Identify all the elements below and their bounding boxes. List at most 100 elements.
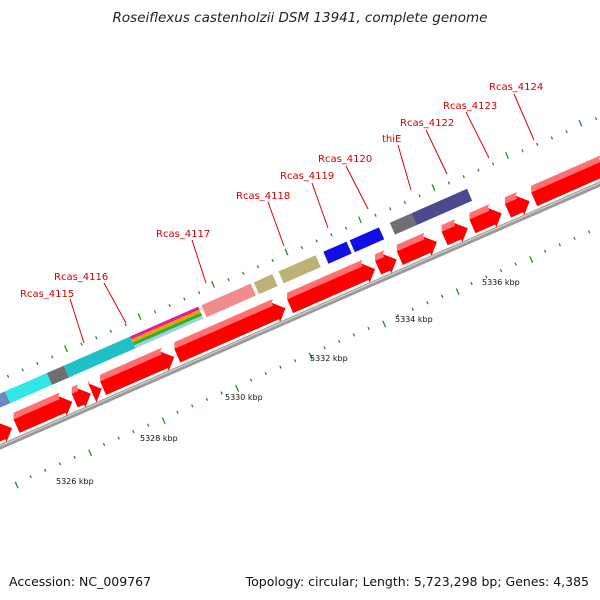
ruler-tick bbox=[293, 359, 297, 363]
ruler-tick bbox=[264, 372, 267, 376]
tick-mark bbox=[197, 290, 201, 295]
cds-arrow-highlight bbox=[88, 379, 90, 386]
ruler-tick bbox=[29, 475, 32, 479]
gene-labels: Rcas_4115 Rcas_4116 Rcas_4117 Rcas_4118 Rcas… bbox=[20, 82, 543, 344]
cog-gene-bar[interactable] bbox=[411, 188, 473, 226]
kbp-label: 5326 kbp bbox=[56, 477, 94, 486]
gene-label-rcas-4117[interactable]: Rcas_4117 bbox=[156, 229, 210, 240]
tick-mark bbox=[80, 342, 83, 346]
cog-gene-bar-highlight bbox=[0, 387, 7, 394]
kbp-label: 5328 kbp bbox=[140, 434, 178, 443]
label-leader-line bbox=[513, 93, 535, 141]
ruler-tick bbox=[117, 436, 120, 440]
cds-arrow[interactable] bbox=[88, 383, 102, 403]
kbp-label: 5334 kbp bbox=[395, 315, 433, 324]
cog-gene-bar-highlight bbox=[389, 209, 413, 223]
label-leader-line bbox=[425, 129, 448, 175]
gene-label-rcas-4115[interactable]: Rcas_4115 bbox=[20, 289, 74, 300]
ruler-tick bbox=[191, 404, 194, 408]
gene-label-rcas-4118[interactable]: Rcas_4118 bbox=[236, 191, 290, 202]
cog-gene-bar[interactable] bbox=[201, 283, 256, 318]
label-leader-line bbox=[267, 201, 285, 247]
cog-gene-bar[interactable] bbox=[63, 336, 136, 378]
ruler-tick bbox=[146, 423, 150, 427]
tick-mark bbox=[36, 361, 39, 366]
gene-label-rcas-4119[interactable]: Rcas_4119 bbox=[280, 171, 334, 182]
cds-arrow-highlight bbox=[71, 384, 79, 394]
tick-mark bbox=[256, 265, 260, 269]
cds-arrow[interactable] bbox=[0, 423, 12, 445]
cog-gene-bar[interactable] bbox=[5, 373, 52, 404]
gene-label-rcas-4122[interactable]: Rcas_4122 bbox=[400, 118, 454, 129]
tick-mark bbox=[50, 355, 54, 359]
cog-gene-bar[interactable] bbox=[253, 274, 278, 295]
cds-arrow-highlight bbox=[174, 299, 273, 349]
tick-mark bbox=[300, 245, 304, 250]
ruler-tick bbox=[73, 455, 76, 460]
tick-mark bbox=[403, 200, 407, 205]
cog-stripe bbox=[134, 315, 204, 349]
cds-arrow-highlight bbox=[375, 250, 385, 261]
cog-gene-bar[interactable] bbox=[0, 391, 11, 414]
gene-label-rcas-4124[interactable]: Rcas_4124 bbox=[489, 82, 543, 93]
genome-title: Roseiflexus castenholzii DSM 13941, comp… bbox=[112, 10, 488, 26]
tick-mark bbox=[284, 248, 289, 256]
ruler-tick bbox=[352, 333, 356, 337]
cds-arrow[interactable] bbox=[100, 351, 175, 395]
backbone-highlight bbox=[0, 182, 600, 447]
tick-mark bbox=[271, 258, 274, 262]
tick-mark bbox=[431, 184, 436, 192]
ruler-tick bbox=[161, 417, 166, 425]
ruler-tick bbox=[426, 301, 429, 305]
ruler-tick bbox=[485, 275, 488, 279]
cds-arrow[interactable] bbox=[375, 254, 397, 275]
cds-arrow[interactable] bbox=[469, 208, 502, 234]
gene-label-rcas-4123[interactable]: Rcas_4123 bbox=[443, 101, 497, 112]
cds-arrow-highlight bbox=[469, 204, 490, 220]
ruler-tick bbox=[558, 243, 561, 247]
upper-tick-row bbox=[6, 116, 598, 378]
cog-gene-bar[interactable] bbox=[323, 241, 352, 264]
ruler-tick bbox=[176, 410, 179, 414]
tick-mark bbox=[447, 181, 451, 185]
tick-mark bbox=[594, 116, 598, 121]
label-leader-line bbox=[191, 239, 207, 284]
label-leader-line bbox=[345, 165, 369, 210]
gene-label-rcas-4116[interactable]: Rcas_4116 bbox=[54, 272, 108, 283]
cog-stripe bbox=[130, 306, 200, 340]
cog-gene-bar-highlight bbox=[5, 369, 48, 392]
tick-mark bbox=[109, 329, 113, 333]
cog-gene-bar-highlight bbox=[323, 237, 348, 252]
cds-arrow[interactable] bbox=[174, 302, 286, 363]
ruler-tick bbox=[529, 256, 534, 263]
cds-arrow[interactable] bbox=[71, 388, 91, 408]
cog-gene-bar[interactable] bbox=[389, 213, 417, 235]
cog-gene-bar-highlight bbox=[253, 270, 274, 283]
ruler-tick bbox=[440, 294, 444, 298]
cds-arrow[interactable] bbox=[531, 159, 600, 207]
cds-arrow[interactable] bbox=[504, 195, 530, 218]
ruler-tick bbox=[470, 281, 473, 286]
cog-gene-bar-highlight bbox=[278, 251, 317, 272]
cds-arrow-highlight bbox=[100, 347, 162, 382]
label-leader-line bbox=[311, 182, 329, 229]
cog-stripe bbox=[131, 309, 201, 343]
cds-arrow-highlight bbox=[504, 192, 517, 204]
ruler-tick bbox=[411, 307, 414, 311]
cog-gene-bar[interactable] bbox=[278, 255, 321, 284]
tick-mark bbox=[168, 303, 171, 308]
cds-arrow[interactable] bbox=[441, 222, 468, 246]
gene-label-thie[interactable]: thiE bbox=[382, 134, 401, 145]
ruler-tick bbox=[543, 249, 547, 253]
ruler-tick bbox=[88, 449, 93, 457]
cog-gene-bar[interactable] bbox=[46, 365, 69, 385]
gene-label-rcas-4120[interactable]: Rcas_4120 bbox=[318, 154, 372, 165]
tick-mark bbox=[550, 136, 554, 140]
cds-arrow[interactable] bbox=[287, 263, 376, 314]
cog-gene-bar[interactable] bbox=[349, 227, 385, 253]
cds-arrow[interactable] bbox=[13, 396, 73, 433]
tick-mark bbox=[358, 216, 363, 224]
kbp-label: 5336 kbp bbox=[482, 278, 520, 287]
cds-arrow[interactable] bbox=[396, 236, 437, 266]
